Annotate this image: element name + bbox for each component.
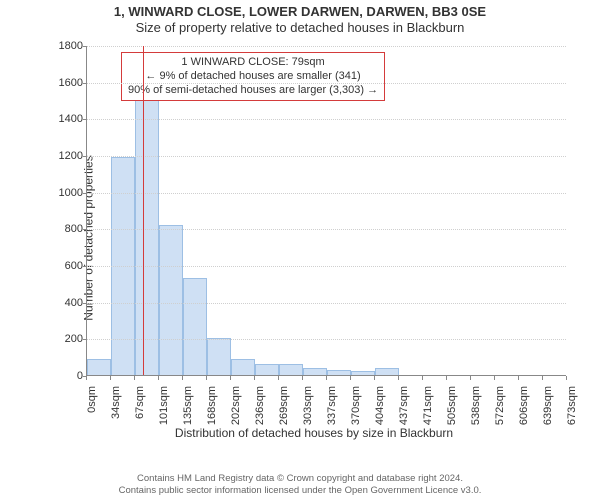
histogram-bar [279,364,303,375]
y-tick-mark [83,83,87,84]
plot-area: 1 WINWARD CLOSE: 79sqm ← 9% of detached … [86,46,566,376]
y-tick-label: 1400 [53,113,83,125]
histogram-bar [327,370,351,376]
y-tick-mark [83,266,87,267]
y-tick-mark [83,339,87,340]
histogram-bar [351,371,375,375]
gridline [87,339,566,340]
x-tick-mark [422,376,423,380]
gridline [87,83,566,84]
x-tick-mark [542,376,543,380]
x-tick-mark [374,376,375,380]
annotation-box: 1 WINWARD CLOSE: 79sqm ← 9% of detached … [121,52,385,101]
y-tick-label: 200 [53,333,83,345]
x-tick-mark [470,376,471,380]
y-tick-label: 1800 [53,40,83,52]
gridline [87,229,566,230]
y-tick-label: 800 [53,223,83,235]
footer-line-2: Contains public sector information licen… [0,485,600,497]
chart: Number of detached properties 1 WINWARD … [54,42,574,434]
x-tick-mark [134,376,135,380]
histogram-bar [87,359,111,376]
y-tick-mark [83,119,87,120]
footer-line-1: Contains HM Land Registry data © Crown c… [0,473,600,485]
gridline [87,46,566,47]
x-tick-mark [302,376,303,380]
y-tick-mark [83,156,87,157]
x-tick-mark [254,376,255,380]
x-tick-mark [110,376,111,380]
y-tick-label: 1000 [53,187,83,199]
histogram-bar [183,278,207,375]
gridline [87,119,566,120]
y-tick-mark [83,46,87,47]
footer: Contains HM Land Registry data © Crown c… [0,473,600,497]
title-line-2: Size of property relative to detached ho… [0,20,600,35]
annotation-line-2: ← 9% of detached houses are smaller (341… [128,70,378,84]
x-tick-mark [182,376,183,380]
gridline [87,193,566,194]
x-tick-mark [206,376,207,380]
annotation-line-3: 90% of semi-detached houses are larger (… [128,84,378,98]
x-tick-mark [566,376,567,380]
x-tick-mark [230,376,231,380]
histogram-bar [159,225,183,375]
y-tick-label: 1600 [53,77,83,89]
histogram-bar [231,359,255,376]
y-tick-label: 600 [53,260,83,272]
histogram-bar [207,338,231,375]
y-tick-label: 0 [53,370,83,382]
x-tick-mark [518,376,519,380]
y-tick-label: 400 [53,297,83,309]
x-tick-mark [446,376,447,380]
x-tick-mark [86,376,87,380]
gridline [87,303,566,304]
histogram-bar [255,364,279,375]
histogram-bar [375,368,399,375]
x-tick-mark [494,376,495,380]
y-tick-mark [83,193,87,194]
histogram-bar [303,368,327,375]
x-tick-mark [326,376,327,380]
gridline [87,156,566,157]
x-tick-mark [158,376,159,380]
reference-line [143,46,144,375]
gridline [87,266,566,267]
x-tick-mark [350,376,351,380]
y-tick-label: 1200 [53,150,83,162]
y-tick-mark [83,229,87,230]
x-axis-label: Distribution of detached houses by size … [54,426,574,440]
annotation-line-1: 1 WINWARD CLOSE: 79sqm [128,56,378,70]
title-line-1: 1, WINWARD CLOSE, LOWER DARWEN, DARWEN, … [0,4,600,19]
y-tick-mark [83,303,87,304]
title-block: 1, WINWARD CLOSE, LOWER DARWEN, DARWEN, … [0,0,600,35]
x-tick-mark [398,376,399,380]
x-tick-mark [278,376,279,380]
